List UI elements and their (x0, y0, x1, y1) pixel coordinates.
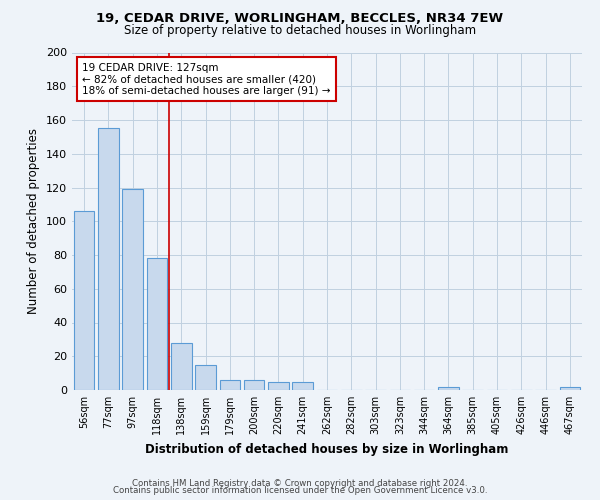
Bar (146, 258, 167, 390)
Bar (268, 382, 289, 390)
Bar (122, 189, 143, 390)
Text: 19 CEDAR DRIVE: 127sqm
← 82% of detached houses are smaller (420)
18% of semi-de: 19 CEDAR DRIVE: 127sqm ← 82% of detached… (82, 62, 331, 96)
Bar (560, 386, 580, 390)
Bar (244, 380, 265, 390)
Bar (74, 211, 94, 390)
Text: Size of property relative to detached houses in Worlingham: Size of property relative to detached ho… (124, 24, 476, 37)
Bar (292, 382, 313, 390)
Bar (171, 343, 191, 390)
Text: Contains HM Land Registry data © Crown copyright and database right 2024.: Contains HM Land Registry data © Crown c… (132, 478, 468, 488)
Bar (195, 364, 216, 390)
Text: Contains public sector information licensed under the Open Government Licence v3: Contains public sector information licen… (113, 486, 487, 495)
Y-axis label: Number of detached properties: Number of detached properties (28, 128, 40, 314)
X-axis label: Distribution of detached houses by size in Worlingham: Distribution of detached houses by size … (145, 442, 509, 456)
Bar (438, 386, 459, 390)
Bar (220, 380, 240, 390)
Text: 19, CEDAR DRIVE, WORLINGHAM, BECCLES, NR34 7EW: 19, CEDAR DRIVE, WORLINGHAM, BECCLES, NR… (97, 12, 503, 26)
Bar (98, 128, 119, 390)
